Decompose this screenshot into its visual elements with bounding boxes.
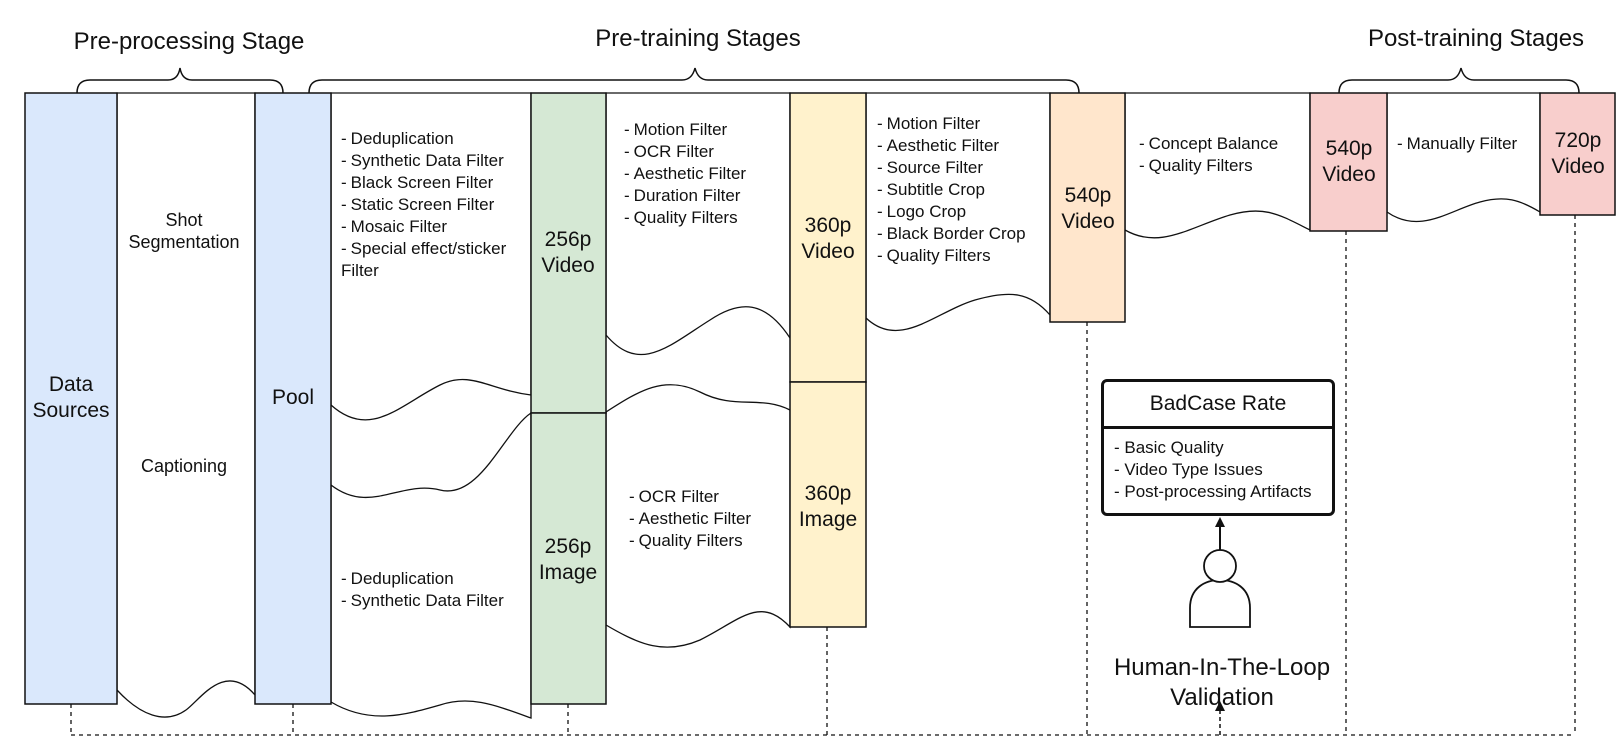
filter-list-360v-540v: - Motion Filter - Aesthetic Filter - Source… <box>877 113 1026 267</box>
filter-item: - Black Screen Filter <box>341 173 494 192</box>
filter-item: - Deduplication <box>341 129 454 148</box>
filter-item: - Mosaic Filter <box>341 217 448 236</box>
image-360-box <box>789 381 867 628</box>
badcase-rate-box: BadCase Rate - Basic Quality - Video Typ… <box>1101 379 1335 516</box>
filter-item: - Quality Filters <box>629 531 743 550</box>
video-256-label: 256p Video <box>541 228 595 277</box>
filter-item: - Aesthetic Filter <box>624 164 747 183</box>
filter-item: - Synthetic Data Filter <box>341 591 504 610</box>
filter-item: - Special effect/sticker <box>341 239 507 258</box>
badcase-title: BadCase Rate <box>1104 382 1332 429</box>
image-256-label: 256p Image <box>538 535 598 584</box>
brace-icon <box>308 67 1080 94</box>
filter-list-pool-256v: - Deduplication - Synthetic Data Filter -B… <box>341 128 506 282</box>
stage-title-pretraining: Pre-training Stages <box>595 25 801 52</box>
data-sources-label: Data Sources <box>32 373 110 422</box>
filter-item: - Concept Balance <box>1139 134 1279 153</box>
captioning-label: Captioning <box>140 456 228 476</box>
filter-item: - OCR Filter <box>629 487 719 506</box>
filter-panel-pool-256v <box>330 92 532 421</box>
filter-item-continuation: Filter <box>341 261 379 280</box>
filter-list-256i-360i: - OCR Filter - Aesthetic Filter - Quality F… <box>629 486 751 552</box>
video-720-box <box>1539 92 1616 216</box>
brace-icon <box>1338 67 1580 94</box>
video-256-box <box>530 92 607 414</box>
person-icon <box>1189 549 1251 628</box>
badcase-list: - Basic Quality - Video Type Issues - Po… <box>1114 437 1332 503</box>
filter-item: - Black Border Crop <box>877 224 1026 243</box>
pool-label: Pool <box>271 386 315 409</box>
filter-panel-540v-540v <box>1124 92 1311 239</box>
filter-item: - Logo Crop <box>877 202 967 221</box>
filter-panel-540v-720v <box>1386 92 1541 223</box>
filter-item: - OCR Filter <box>624 142 714 161</box>
shot-segmentation-label: Shot Segmentation <box>128 210 240 252</box>
filter-item: - Motion Filter <box>624 120 728 139</box>
filter-item: - Deduplication <box>341 569 454 588</box>
filter-panel-pool-256i <box>330 411 532 719</box>
video-360-label: 360p Video <box>801 214 855 263</box>
feedback-lines <box>70 215 1576 736</box>
filter-item: - Aesthetic Filter <box>877 136 1000 155</box>
filter-item: - Quality Filters <box>877 246 991 265</box>
brace-icon <box>76 67 284 94</box>
video-540-box-pretrain <box>1049 92 1126 323</box>
image-360-label: 360p Image <box>798 482 858 531</box>
preprocess-panel <box>116 92 256 718</box>
stage-title-posttraining: Post-training Stages <box>1367 25 1585 52</box>
filter-item: - Subtitle Crop <box>877 180 985 199</box>
filter-item: - Quality Filters <box>1139 156 1253 175</box>
data-sources-box <box>24 92 118 705</box>
filter-list-540v-720v: - Manually Filter <box>1397 133 1517 155</box>
stage-title-preprocessing: Pre-processing Stage <box>73 28 305 55</box>
pool-box <box>254 92 332 705</box>
filter-item: - Motion Filter <box>877 114 981 133</box>
filter-item: - Duration Filter <box>624 186 741 205</box>
filter-item: - Source Filter <box>877 158 984 177</box>
video-720-label: 720p Video <box>1551 129 1605 178</box>
filter-item: - Synthetic Data Filter <box>341 151 504 170</box>
filter-list-256v-360v: - Motion Filter - OCR Filter - Aesthetic Fi… <box>624 119 746 229</box>
image-256-box <box>530 412 607 705</box>
filter-list-540v-540v: - Concept Balance - Quality Filters <box>1139 133 1278 177</box>
human-in-the-loop-label: Human-In-The-Loop Validation <box>1113 654 1331 711</box>
filter-list-pool-256i: - Deduplication - Synthetic Data Filter <box>341 568 504 612</box>
filter-item: - Static Screen Filter <box>341 195 495 214</box>
filter-item: - Aesthetic Filter <box>629 509 752 528</box>
filter-item: - Quality Filters <box>624 208 738 227</box>
badcase-item: - Basic Quality <box>1114 438 1224 457</box>
filter-item: - Manually Filter <box>1397 134 1518 153</box>
badcase-item: - Post-processing Artifacts <box>1114 482 1312 501</box>
video-540-box-posttrain <box>1309 92 1388 232</box>
video-540-label-posttrain: 540p Video <box>1322 137 1376 186</box>
filter-panel-360v-540v <box>865 92 1051 332</box>
badcase-item: - Video Type Issues <box>1114 460 1263 479</box>
video-540-label-pretrain: 540p Video <box>1061 184 1115 233</box>
filter-panel-256v-360v <box>605 92 791 356</box>
